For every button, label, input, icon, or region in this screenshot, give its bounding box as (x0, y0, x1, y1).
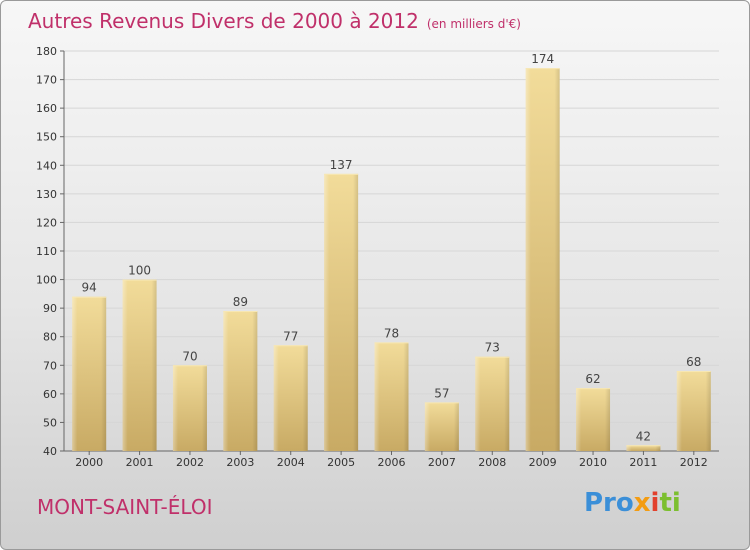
bars (72, 68, 711, 452)
data-label: 78 (384, 326, 399, 340)
bar-shading (223, 311, 258, 451)
logo-part-3: i (650, 488, 660, 518)
y-tick-label: 60 (43, 388, 57, 401)
bar-shading (72, 296, 107, 451)
bar-shading (576, 388, 611, 451)
title-main: Autres Revenus Divers de 2000 à 2012 (28, 9, 419, 33)
data-labels: 94 100 70 89 77 137 78 57 73 174 62 42 68 (82, 52, 702, 443)
data-label: 77 (283, 329, 298, 343)
x-tick-label: 2005 (327, 456, 355, 469)
data-label: 94 (82, 281, 97, 295)
bar-shading (324, 173, 359, 451)
y-tick-label: 150 (36, 131, 57, 144)
y-tick-label: 90 (43, 302, 57, 315)
data-label: 100 (128, 264, 151, 278)
data-label: 174 (531, 52, 554, 66)
x-tick-label: 2011 (629, 456, 657, 469)
logo-part-4: ti (659, 488, 681, 518)
logo-part-1: Pro (584, 488, 634, 518)
data-label: 70 (182, 349, 197, 363)
bar-shading (676, 371, 711, 451)
x-tick-label: 2006 (378, 456, 406, 469)
bar-shading (273, 345, 308, 451)
y-tick-label: 100 (36, 274, 57, 287)
y-tick-label: 50 (43, 416, 57, 429)
x-tick-label: 2009 (529, 456, 557, 469)
x-tick-labels: 2000 2001 2002 2003 2004 2005 2006 2007 2008 2009… (75, 456, 708, 469)
data-label: 62 (585, 372, 600, 386)
proxiti-logo: Proxiti (584, 488, 681, 518)
data-label: 137 (330, 158, 353, 172)
x-tick-label: 2001 (126, 456, 154, 469)
data-label: 42 (636, 429, 651, 443)
logo-part-2: x (633, 488, 651, 518)
x-tick-label: 2007 (428, 456, 456, 469)
y-tick-labels: 40 50 60 70 80 90 100 110 120 130 140 150 160 170 180 (36, 45, 57, 458)
y-tick-label: 130 (36, 188, 57, 201)
bar-shading (122, 279, 157, 451)
data-label: 68 (686, 355, 701, 369)
y-tick-label: 180 (36, 45, 57, 58)
bar-shading (172, 365, 207, 451)
y-tick-label: 80 (43, 331, 57, 344)
y-tick-label: 140 (36, 159, 57, 172)
bar-shading (475, 356, 510, 451)
bar-shading (374, 342, 409, 451)
x-tick-label: 2010 (579, 456, 607, 469)
x-tick-label: 2012 (680, 456, 708, 469)
data-label: 89 (233, 295, 248, 309)
location-label: MONT-SAINT-ÉLOI (37, 495, 213, 519)
data-label: 57 (434, 386, 449, 400)
data-label: 73 (485, 341, 500, 355)
y-tick-label: 70 (43, 359, 57, 372)
y-tick-label: 160 (36, 102, 57, 115)
bar-shading (525, 68, 560, 452)
x-tick-label: 2008 (478, 456, 506, 469)
title-subtitle: (en milliers d'€) (426, 17, 521, 31)
bar-shading (626, 445, 661, 451)
x-tick-label: 2002 (176, 456, 204, 469)
x-tick-label: 2000 (75, 456, 103, 469)
y-tick-label: 110 (36, 245, 57, 258)
y-tick-label: 40 (43, 445, 57, 458)
bar-shading (424, 402, 459, 451)
x-tick-label: 2004 (277, 456, 305, 469)
chart-title: Autres Revenus Divers de 2000 à 2012 (en … (28, 9, 521, 33)
y-tick-label: 170 (36, 74, 57, 87)
x-tick-label: 2003 (226, 456, 254, 469)
y-tick-label: 120 (36, 216, 57, 229)
